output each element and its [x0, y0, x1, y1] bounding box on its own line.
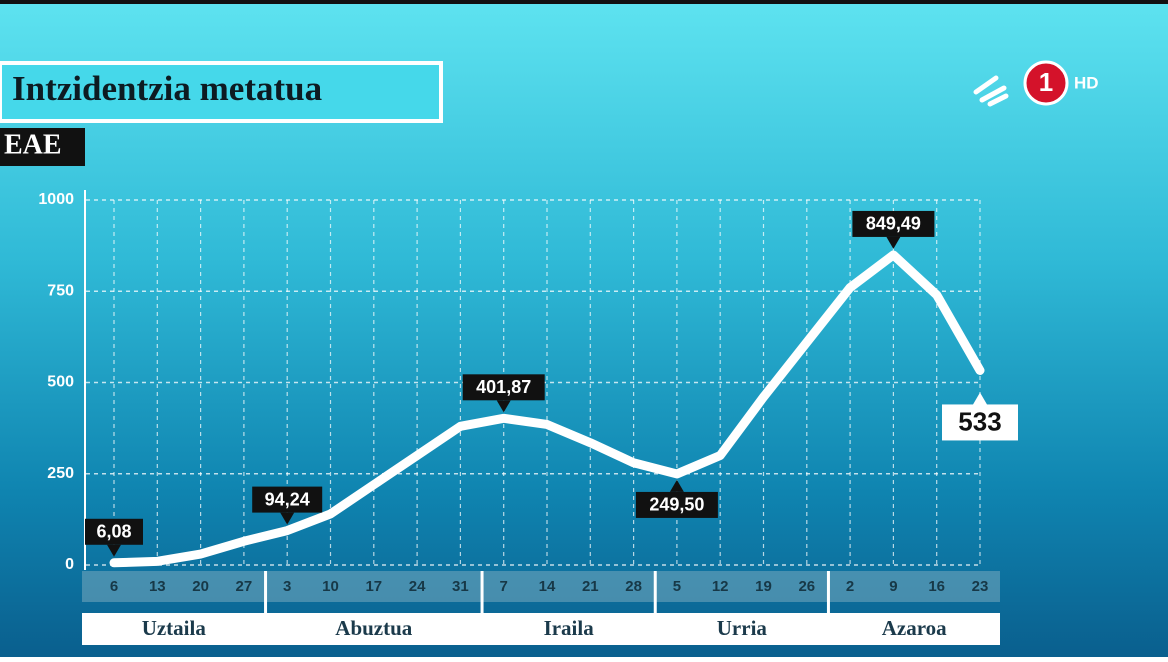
x-tick-label: 2 [846, 578, 854, 595]
value-label-pointer [107, 544, 121, 557]
x-tick-label: 9 [889, 578, 897, 595]
month-label: Uztaila [142, 616, 207, 640]
value-label-box [942, 404, 1018, 441]
logo-channel: 1 [1039, 67, 1053, 97]
value-label-pointer [280, 512, 295, 525]
value-label-pointer [886, 236, 901, 249]
value-label-box [852, 210, 935, 237]
logo-mark [973, 75, 1009, 107]
x-tick-label: 19 [755, 578, 772, 595]
logo-quality: HD [1074, 73, 1099, 92]
y-tick-label: 250 [47, 465, 74, 482]
x-tick-label: 28 [625, 578, 642, 595]
top-bar [0, 0, 1168, 4]
x-tick-label: 27 [236, 578, 253, 595]
value-label-box [85, 518, 143, 545]
x-tick-label: 17 [365, 578, 382, 595]
value-label-pointer [973, 392, 987, 405]
x-tick-label: 24 [409, 578, 426, 595]
y-tick-label: 0 [65, 556, 74, 573]
value-label-pointer [669, 479, 684, 492]
month-label: Azaroa [882, 616, 947, 640]
x-tick-label: 6 [110, 578, 118, 595]
value-label-box [635, 491, 718, 518]
x-tick-label: 13 [149, 578, 166, 595]
value-label: 249,50 [649, 495, 704, 515]
x-tick-label: 10 [322, 578, 339, 595]
month-label: Iraila [544, 616, 595, 640]
month-label: Abuztua [335, 616, 413, 640]
title-box [0, 61, 443, 123]
x-tick-label: 23 [972, 578, 989, 595]
x-tick-label: 14 [539, 578, 556, 595]
day-row [82, 571, 1000, 602]
chart-title: Intzidentzia metatua [12, 69, 322, 108]
value-label: 849,49 [866, 214, 921, 234]
x-tick-label: 5 [673, 578, 681, 595]
value-label: 6,08 [96, 522, 131, 542]
value-label: 533 [958, 406, 1001, 436]
x-tick-label: 26 [798, 578, 815, 595]
x-tick-label: 16 [928, 578, 945, 595]
value-label: 94,24 [265, 489, 310, 509]
month-row [82, 613, 1000, 645]
x-tick-label: 7 [500, 578, 508, 595]
value-label-box [462, 374, 545, 401]
month-label: Urria [717, 616, 768, 640]
logo: 1 HD [973, 60, 1099, 107]
x-tick-label: 3 [283, 578, 291, 595]
x-tick-label: 31 [452, 578, 469, 595]
logo-circle [1023, 60, 1069, 106]
x-tick-label: 12 [712, 578, 729, 595]
value-label: 401,87 [476, 377, 531, 397]
x-tick-label: 21 [582, 578, 599, 595]
y-tick-label: 500 [47, 374, 74, 391]
value-label-box [252, 486, 323, 513]
y-tick-label: 1000 [38, 191, 74, 208]
x-tick-label: 20 [192, 578, 209, 595]
value-label-pointer [496, 400, 511, 413]
subtitle: EAE [4, 129, 62, 160]
data-line [109, 250, 985, 568]
subtitle-box [0, 128, 85, 166]
y-tick-label: 750 [47, 282, 74, 299]
